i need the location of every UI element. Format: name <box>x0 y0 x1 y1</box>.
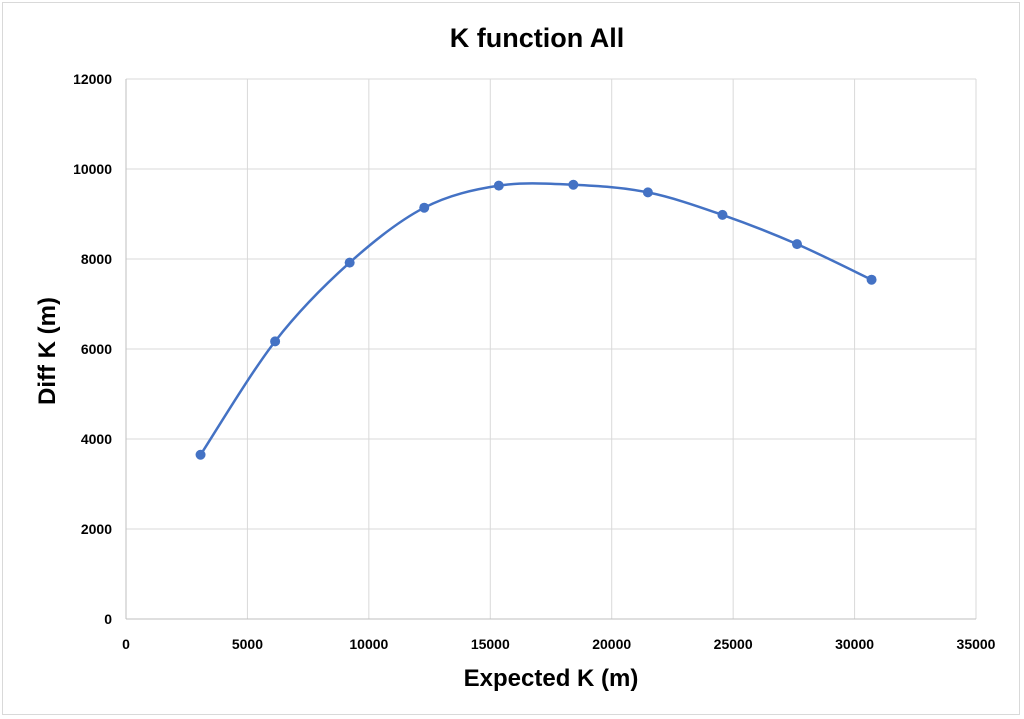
data-point <box>568 179 579 190</box>
x-tick-label: 35000 <box>957 636 996 652</box>
x-tick-label: 20000 <box>592 636 631 652</box>
x-tick-label: 30000 <box>835 636 874 652</box>
data-point <box>493 180 504 191</box>
x-tick-label: 25000 <box>714 636 753 652</box>
y-tick-label: 10000 <box>73 161 112 177</box>
tick-layer: 0 5000 10000 15000 20000 25000 30000 35000 0 2000… <box>73 71 996 652</box>
series-layer <box>195 179 877 460</box>
y-tick-label: 0 <box>104 611 112 627</box>
y-tick-label: 12000 <box>73 71 112 87</box>
axis-layer <box>125 79 976 620</box>
y-tick-label: 8000 <box>81 251 112 267</box>
data-point <box>270 336 281 347</box>
data-point <box>792 239 803 250</box>
chart-svg: K function All 0 5000 10000 15000 20000 25000… <box>34 23 996 692</box>
data-point <box>344 257 355 268</box>
data-point <box>195 449 206 460</box>
x-tick-label: 5000 <box>232 636 263 652</box>
y-tick-label: 6000 <box>81 341 112 357</box>
grid-layer <box>126 78 977 619</box>
series-line <box>199 182 873 456</box>
y-axis-title: Diff K (m) <box>34 297 61 405</box>
data-point <box>642 187 653 198</box>
y-tick-label: 4000 <box>81 431 112 447</box>
data-point <box>866 274 877 285</box>
y-tick-label: 2000 <box>81 521 112 537</box>
data-point <box>717 209 728 220</box>
x-axis-title: Expected K (m) <box>464 665 639 692</box>
data-point <box>419 202 430 213</box>
x-tick-label: 15000 <box>471 636 510 652</box>
x-tick-label: 10000 <box>349 636 388 652</box>
x-tick-label: 0 <box>122 636 130 652</box>
chart-title: K function All <box>450 23 624 53</box>
